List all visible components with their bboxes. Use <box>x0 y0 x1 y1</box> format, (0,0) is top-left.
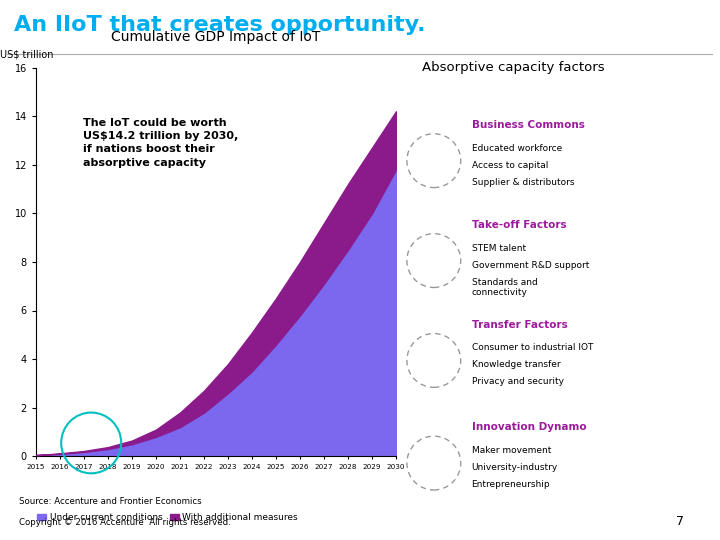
Text: Consumer to industrial IOT: Consumer to industrial IOT <box>472 343 593 353</box>
Text: US$ trillion: US$ trillion <box>0 50 53 60</box>
Text: Take-off Factors: Take-off Factors <box>472 220 566 230</box>
Text: Source: Accenture and Frontier Economics: Source: Accenture and Frontier Economics <box>19 497 202 506</box>
Text: Educated workforce: Educated workforce <box>472 144 562 153</box>
Text: An IIoT that creates opportunity.: An IIoT that creates opportunity. <box>14 15 426 35</box>
Text: STEM talent: STEM talent <box>472 244 526 253</box>
Text: Knowledge transfer: Knowledge transfer <box>472 361 560 369</box>
Text: Entrepreneurship: Entrepreneurship <box>472 480 550 489</box>
Text: University-industry: University-industry <box>472 463 558 472</box>
Text: Transfer Factors: Transfer Factors <box>472 320 567 330</box>
Text: The IoT could be worth
US$14.2 trillion by 2030,
if nations boost their
absorpti: The IoT could be worth US$14.2 trillion … <box>83 118 238 167</box>
Text: Copyright © 2016 Accenture  All rights reserved.: Copyright © 2016 Accenture All rights re… <box>19 518 230 528</box>
Text: Privacy and security: Privacy and security <box>472 377 564 387</box>
Text: Business Commons: Business Commons <box>472 120 585 130</box>
Text: Cumulative GDP Impact of IoT: Cumulative GDP Impact of IoT <box>112 30 320 44</box>
Legend: Under current conditions, With additional measures: Under current conditions, With additiona… <box>33 509 302 525</box>
Text: Standards and
connectivity: Standards and connectivity <box>472 278 537 297</box>
Text: Supplier & distributors: Supplier & distributors <box>472 178 574 187</box>
Text: Access to capital: Access to capital <box>472 160 548 170</box>
Text: Absorptive capacity factors: Absorptive capacity factors <box>422 61 605 74</box>
Text: Maker movement: Maker movement <box>472 446 551 455</box>
Text: Government R&D support: Government R&D support <box>472 261 589 269</box>
Text: Innovation Dynamo: Innovation Dynamo <box>472 422 586 433</box>
Text: 7: 7 <box>676 515 685 528</box>
